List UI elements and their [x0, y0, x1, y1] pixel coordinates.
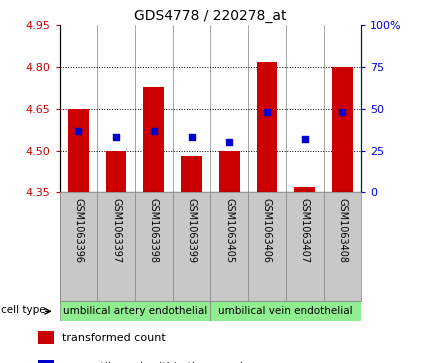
Title: GDS4778 / 220278_at: GDS4778 / 220278_at	[134, 9, 286, 23]
Text: transformed count: transformed count	[62, 333, 166, 343]
Point	[339, 109, 346, 115]
Bar	[106, 151, 127, 192]
Text: GSM1063396: GSM1063396	[74, 198, 83, 263]
Text: GSM1063397: GSM1063397	[111, 198, 121, 263]
Bar	[68, 109, 89, 192]
Bar	[294, 187, 315, 192]
Bar	[210, 301, 361, 321]
Bar	[257, 62, 278, 192]
Text: GSM1063405: GSM1063405	[224, 198, 234, 263]
Point	[188, 134, 195, 140]
Bar	[60, 301, 210, 321]
Point	[113, 134, 119, 140]
Text: percentile rank within the sample: percentile rank within the sample	[62, 362, 250, 363]
Point	[75, 128, 82, 134]
Bar	[38, 360, 54, 363]
Text: GSM1063398: GSM1063398	[149, 198, 159, 263]
Point	[264, 109, 270, 115]
Bar	[219, 151, 240, 192]
Point	[226, 139, 232, 145]
Bar	[332, 67, 353, 192]
Text: cell type: cell type	[1, 305, 46, 315]
Text: umbilical artery endothelial: umbilical artery endothelial	[63, 306, 207, 316]
Point	[150, 128, 157, 134]
Text: GSM1063408: GSM1063408	[337, 198, 347, 263]
Text: umbilical vein endothelial: umbilical vein endothelial	[218, 306, 353, 316]
Point	[301, 136, 308, 142]
Text: GSM1063399: GSM1063399	[187, 198, 196, 263]
Bar	[143, 87, 164, 192]
Bar	[181, 156, 202, 192]
Bar	[38, 331, 54, 344]
Text: GSM1063407: GSM1063407	[300, 198, 310, 263]
Text: GSM1063406: GSM1063406	[262, 198, 272, 263]
